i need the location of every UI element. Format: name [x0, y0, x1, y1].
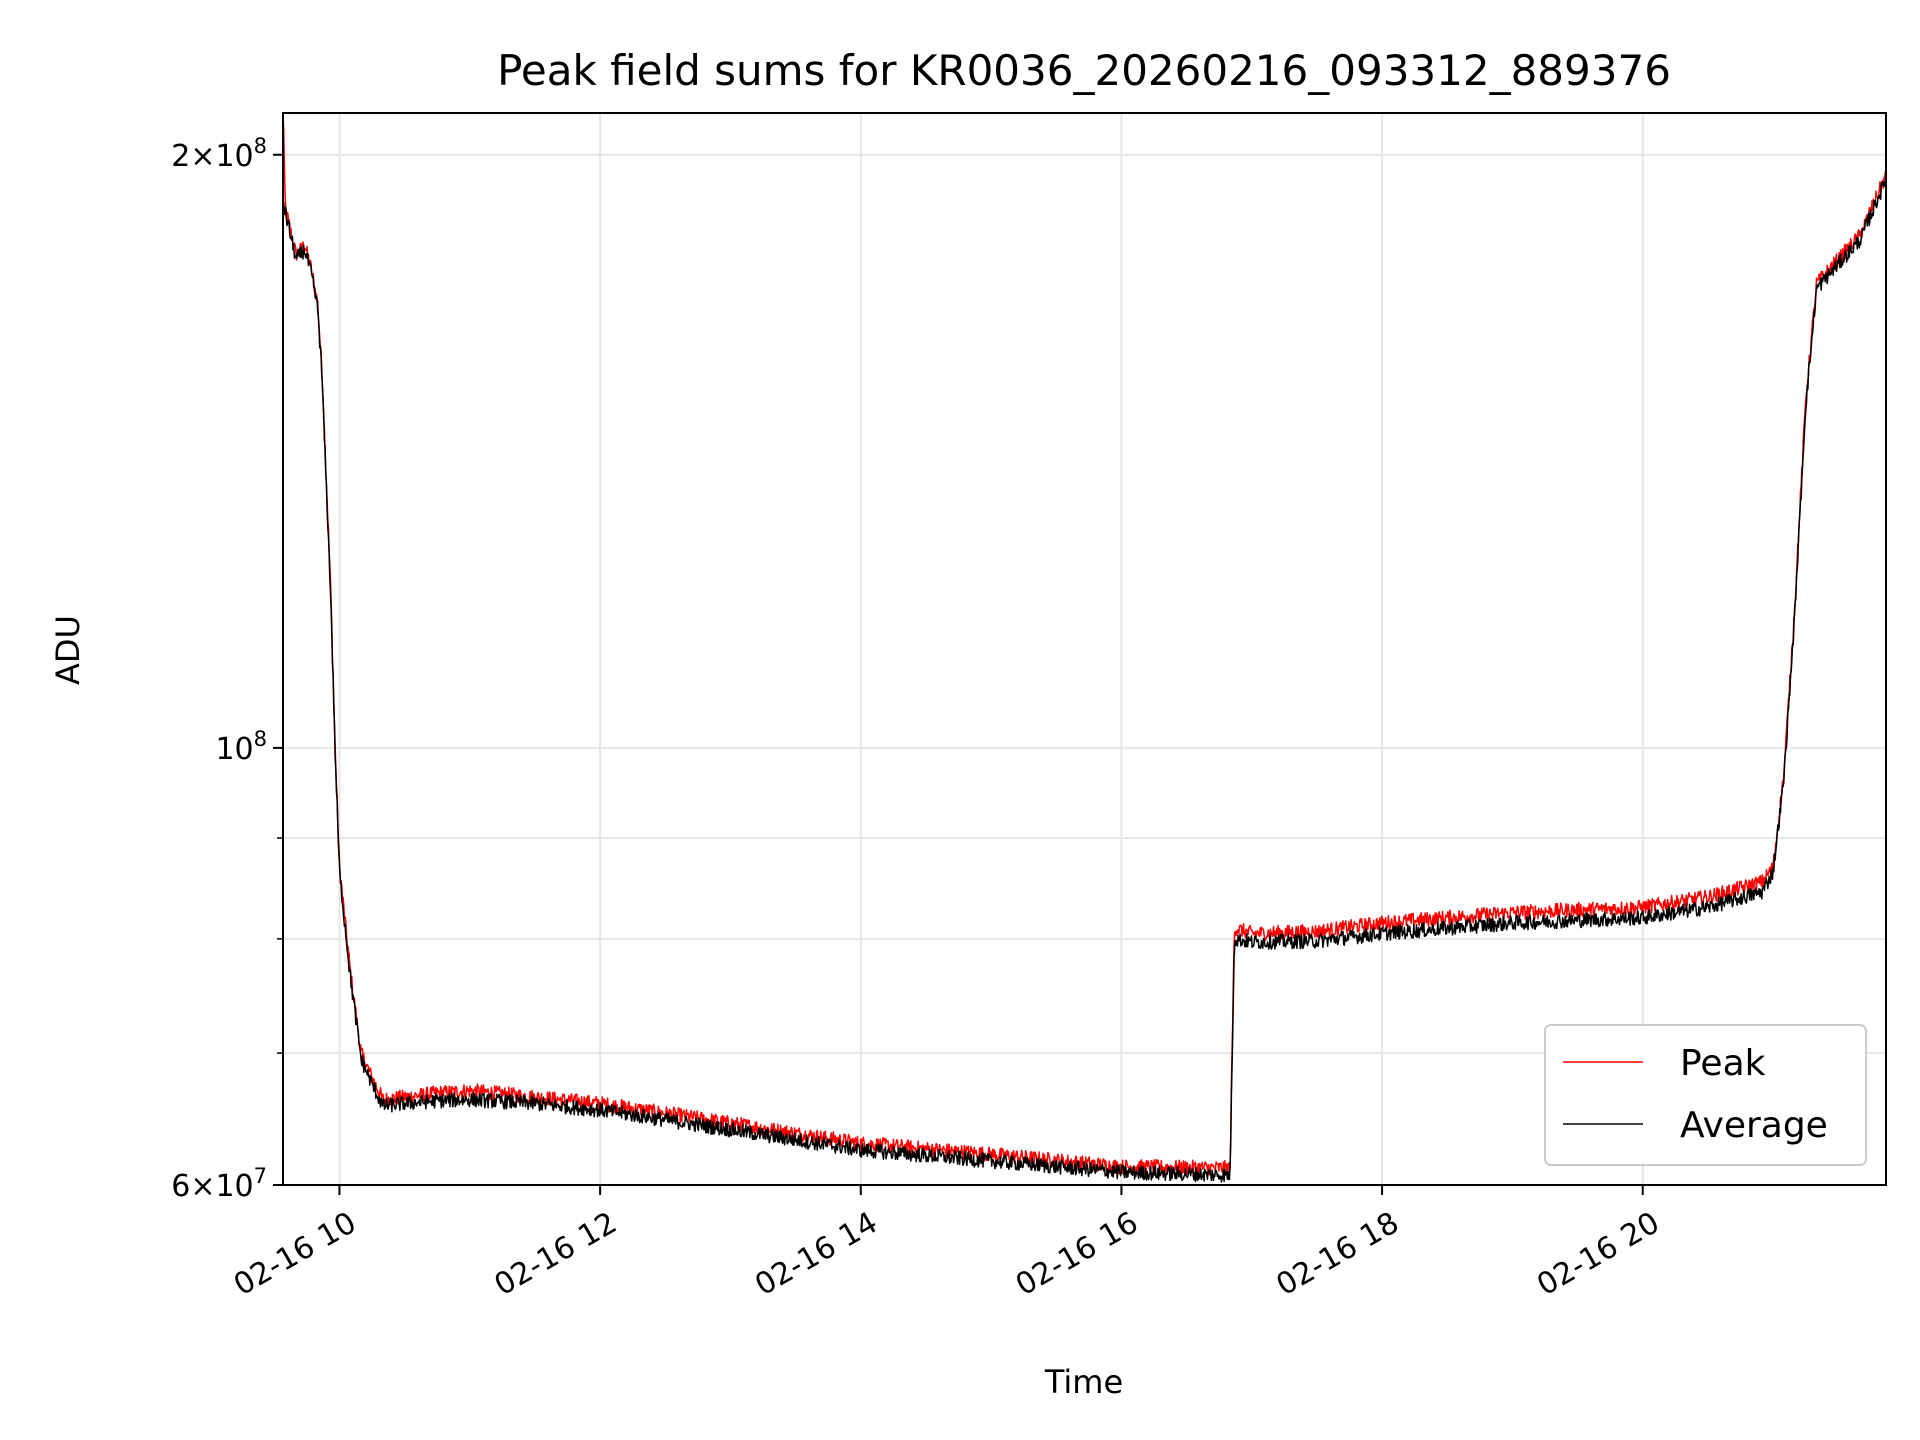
legend-box	[1544, 1024, 1867, 1166]
series-layer	[282, 112, 1887, 1183]
y-tick-label-exponent: 8	[254, 134, 267, 158]
y-axis-label: ADU	[49, 615, 87, 685]
y-tick-label-base: 10	[215, 732, 253, 767]
y-tick-label-base: ×10	[190, 139, 253, 174]
x-axis-label: Time	[1044, 1363, 1123, 1401]
y-tick-label-mantissa: 6	[171, 1169, 190, 1204]
chart-title: Peak field sums for KR0036_20260216_0933…	[497, 46, 1671, 95]
series-line-peak	[282, 112, 1887, 1176]
legend: Peak Average	[1544, 1024, 1867, 1166]
y-tick-label: 2×108	[171, 134, 267, 174]
y-tick-label: 6×107	[171, 1164, 267, 1204]
y-tick-label-base: ×10	[190, 1169, 253, 1204]
y-tick-label-mantissa: 2	[171, 139, 190, 174]
y-tick-label: 108	[215, 727, 267, 767]
series-line-average	[282, 175, 1887, 1183]
y-tick-label-exponent: 7	[254, 1164, 267, 1188]
legend-label-average: Average	[1680, 1105, 1828, 1146]
y-tick-label-exponent: 8	[254, 727, 267, 751]
plot-frame	[282, 112, 1887, 1186]
legend-label-peak: Peak	[1680, 1043, 1766, 1084]
